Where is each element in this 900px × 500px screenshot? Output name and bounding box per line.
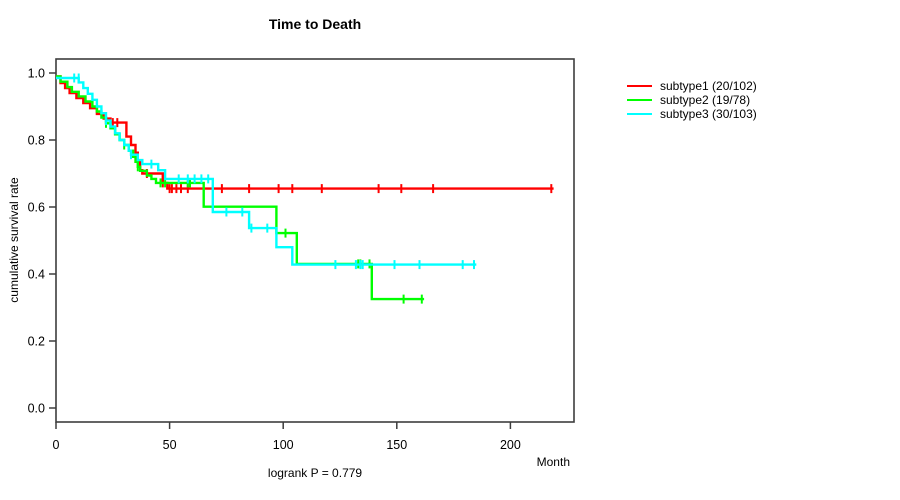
x-tick-label: 200	[500, 438, 521, 452]
x-axis-label: Month	[536, 455, 570, 469]
legend-item-subtype3: subtype3 (30/103)	[627, 107, 757, 121]
plot-box	[55, 58, 575, 423]
legend-label-subtype1: subtype1 (20/102)	[660, 79, 757, 93]
y-tick-label: 0.8	[28, 134, 45, 148]
legend-label-subtype2: subtype2 (19/78)	[660, 93, 751, 107]
legend-label-subtype3: subtype3 (30/103)	[660, 107, 757, 121]
x-tick-label: 50	[163, 438, 177, 452]
legend-line-subtype1	[627, 85, 652, 87]
legend: subtype1 (20/102) subtype2 (19/78) subty…	[627, 79, 757, 121]
legend-line-subtype3	[627, 113, 652, 115]
y-tick-label: 0.2	[28, 335, 45, 349]
y-tick-label: 0.4	[28, 268, 45, 282]
survival-curve-3	[56, 76, 477, 266]
x-tick-label: 100	[273, 438, 294, 452]
logrank-annotation: logrank P = 0.779	[267, 466, 363, 480]
chart-title: Time to Death	[268, 16, 362, 32]
y-tick-label: 0.6	[28, 201, 45, 215]
legend-item-subtype1: subtype1 (20/102)	[627, 79, 757, 93]
x-tick-label: 150	[386, 438, 407, 452]
y-tick-label: 1.0	[28, 67, 45, 81]
legend-item-subtype2: subtype2 (19/78)	[627, 93, 757, 107]
x-tick-label: 0	[53, 438, 60, 452]
y-tick-label: 0.0	[28, 402, 45, 416]
legend-line-subtype2	[627, 99, 652, 101]
survival-curve-1	[56, 75, 554, 190]
